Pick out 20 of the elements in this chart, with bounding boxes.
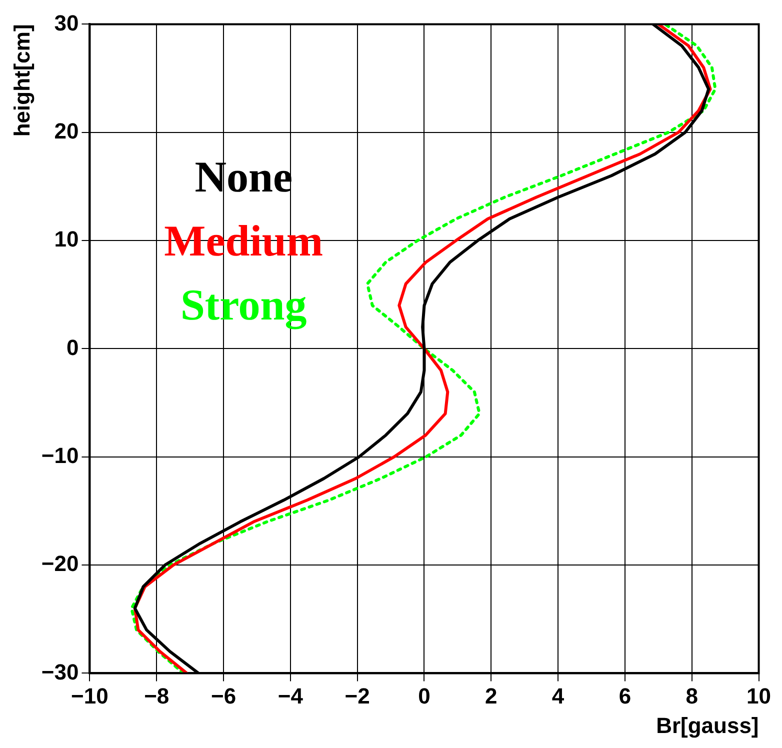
y-tick-label: 20 bbox=[54, 118, 79, 144]
y-tick-label: −30 bbox=[41, 659, 79, 684]
x-tick-label: −8 bbox=[144, 683, 170, 708]
x-tick-label: −4 bbox=[278, 683, 304, 708]
x-tick-label: −10 bbox=[71, 683, 108, 708]
x-axis-title: Br[gauss] bbox=[656, 712, 759, 738]
x-tick-label: 4 bbox=[552, 683, 565, 708]
y-tick-label: −10 bbox=[41, 442, 79, 468]
y-tick-label: −20 bbox=[41, 551, 79, 576]
x-tick-label: 2 bbox=[485, 683, 498, 708]
y-tick-label: 0 bbox=[66, 334, 79, 360]
x-tick-label: 8 bbox=[686, 683, 698, 708]
x-tick-label: 10 bbox=[746, 683, 772, 708]
y-axis-title: height[cm] bbox=[9, 24, 34, 137]
y-tick-label: 30 bbox=[54, 10, 79, 36]
x-tick-label: 0 bbox=[418, 683, 430, 708]
x-tick-label: −6 bbox=[210, 683, 236, 708]
y-tick-label: 10 bbox=[54, 226, 79, 252]
x-tick-label: −2 bbox=[344, 683, 370, 708]
x-tick-label: 6 bbox=[618, 683, 632, 708]
